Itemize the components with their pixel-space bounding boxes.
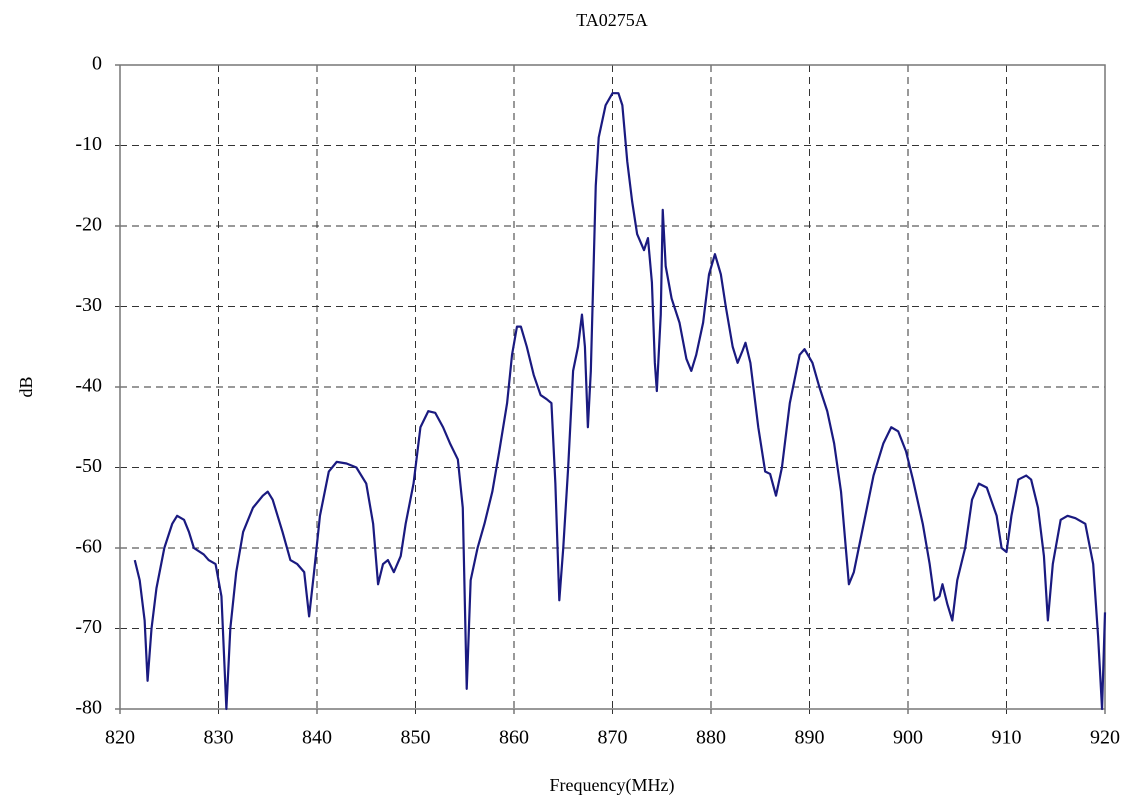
plot-frame: [119, 64, 1106, 710]
x-tick-label: 820: [105, 727, 135, 749]
chart-title: TA0275A: [576, 10, 648, 30]
x-tick-label: 880: [696, 727, 726, 749]
x-axis-label: Frequency(MHz): [550, 775, 675, 796]
y-axis-label: dB: [16, 376, 36, 397]
y-tick-label: -20: [75, 214, 102, 236]
x-tick-label: 870: [598, 727, 628, 749]
x-tick-label: 850: [401, 727, 431, 749]
x-tick-label: 860: [499, 727, 529, 749]
y-tick-label: -40: [75, 375, 102, 397]
x-tick-label: 910: [992, 727, 1022, 749]
y-tick-label: 0: [92, 53, 102, 75]
x-tick-label: 920: [1090, 727, 1120, 749]
y-tick-label: -60: [75, 536, 102, 558]
x-tick-label: 840: [302, 727, 332, 749]
y-tick-label: -80: [75, 697, 102, 719]
y-tick-label: -50: [75, 455, 102, 477]
x-tick-label: 900: [893, 727, 923, 749]
x-tick-label: 890: [795, 727, 825, 749]
y-tick-label: -30: [75, 294, 102, 316]
series-line: [133, 92, 1107, 711]
y-tick-label: -10: [75, 133, 102, 155]
y-tick-label: -70: [75, 616, 102, 638]
x-tick-label: 830: [204, 727, 234, 749]
